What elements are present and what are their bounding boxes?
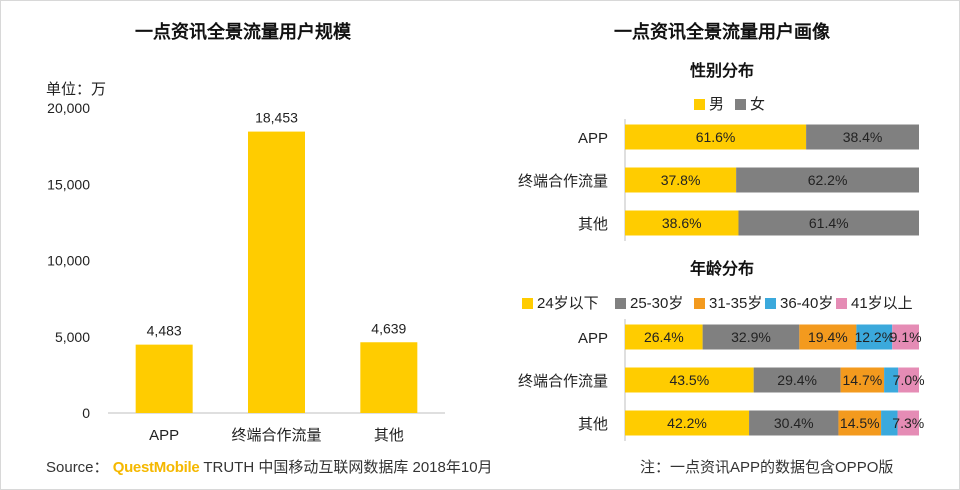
y-tick-label: 20,000 xyxy=(47,100,90,116)
segment-value-label: 61.4% xyxy=(809,215,849,231)
segment-value-label: 7.0% xyxy=(893,372,925,388)
segment-3 xyxy=(838,410,882,436)
x-category-label: 终端合作流量 xyxy=(231,427,321,444)
segment-value-label: 42.2% xyxy=(667,415,707,431)
legend-label: 男 xyxy=(709,96,724,113)
scale-bar-chart: 0 5,000 10,000 15,000 20,000 4,483 APP 18,453 终端… xyxy=(47,100,445,444)
y-tick-label: 5,000 xyxy=(55,329,90,345)
row-category-label: APP xyxy=(578,330,608,347)
segment-value-label: 7.3% xyxy=(892,415,924,431)
x-category-label: 其他 xyxy=(374,427,404,444)
unit-label: 单位：万 xyxy=(46,81,106,98)
segment-value-label: 30.4% xyxy=(774,415,814,431)
row-category-label: 其他 xyxy=(578,416,608,433)
legend-label: 24岁以下 xyxy=(537,295,599,312)
y-tick-label: 15,000 xyxy=(47,176,90,192)
legend-swatch xyxy=(615,298,626,309)
segment-value-label: 29.4% xyxy=(777,372,817,388)
legend-swatch xyxy=(765,298,776,309)
row-category-label: 终端合作流量 xyxy=(518,373,608,390)
segment-value-label: 37.8% xyxy=(661,172,701,188)
legend-swatch xyxy=(522,298,533,309)
segment-value-label: 32.9% xyxy=(731,329,771,345)
legend-label: 41岁以上 xyxy=(851,295,913,312)
source-line: Source： QuestMobile TRUTH 中国移动互联网数据库 201… xyxy=(46,456,493,477)
bar-2 xyxy=(248,131,305,414)
segment-value-label: 61.6% xyxy=(696,129,736,145)
footnote: 注：一点资讯APP的数据包含OPPO版 xyxy=(640,459,894,476)
y-tick-label: 10,000 xyxy=(47,253,90,269)
age-subtitle: 年龄分布 xyxy=(690,259,754,278)
segment-value-label: 38.6% xyxy=(662,215,702,231)
bar-value-label: 4,483 xyxy=(147,323,182,339)
legend-label: 女 xyxy=(750,95,765,113)
segment-2 xyxy=(749,410,839,436)
segment-1 xyxy=(625,210,739,236)
segment-value-label: 9.1% xyxy=(890,329,922,345)
legend-swatch xyxy=(694,298,705,309)
questmobile-brand: QuestMobile xyxy=(112,459,200,476)
segment-value-label: 19.4% xyxy=(808,329,848,345)
segment-value-label: 62.2% xyxy=(808,172,848,188)
segment-1 xyxy=(625,167,737,193)
segment-1 xyxy=(625,324,703,350)
bar-value-label: 4,639 xyxy=(371,320,406,336)
bar-value-label: 18,453 xyxy=(255,110,298,126)
legend-swatch xyxy=(694,99,705,110)
row-category-label: 其他 xyxy=(578,216,608,233)
row-category-label: APP xyxy=(578,130,608,147)
segment-value-label: 12.2% xyxy=(854,329,894,345)
segment-5 xyxy=(892,324,919,350)
segment-2 xyxy=(736,167,919,193)
segment-5 xyxy=(898,367,919,393)
source-detail: TRUTH 中国移动互联网数据库 2018年10月 xyxy=(203,459,493,476)
segment-5 xyxy=(897,410,919,436)
legend-label: 25-30岁 xyxy=(630,295,683,312)
segment-2 xyxy=(738,210,919,236)
legend-swatch xyxy=(836,298,847,309)
legend-label: 31-35岁 xyxy=(709,295,762,312)
segment-2 xyxy=(753,367,841,393)
source-prefix: Source： xyxy=(46,459,109,476)
y-tick-label: 0 xyxy=(82,405,90,421)
legend-label: 36-40岁 xyxy=(780,295,833,312)
segment-4 xyxy=(884,367,899,393)
segment-value-label: 14.7% xyxy=(843,372,883,388)
bar-3 xyxy=(360,342,418,413)
bar-1 xyxy=(135,344,193,413)
row-category-label: 终端合作流量 xyxy=(518,173,608,190)
age-stacked-chart: 24岁以下 25-30岁 31-35岁 36-40岁 41岁以上 APP 26.4% 32.9… xyxy=(518,295,925,441)
segment-value-label: 14.5% xyxy=(840,415,880,431)
segment-1 xyxy=(625,410,750,436)
legend-swatch xyxy=(735,99,746,110)
segment-value-label: 26.4% xyxy=(644,329,684,345)
gender-subtitle: 性别分布 xyxy=(690,61,754,80)
segment-value-label: 38.4% xyxy=(843,129,883,145)
segment-2 xyxy=(806,124,919,150)
segment-4 xyxy=(881,410,898,436)
segment-value-label: 43.5% xyxy=(669,372,709,388)
gender-stacked-chart: 男 女 APP 61.6% 38.4% 终端合作流量 37.8% 62.2% 其他 38.6% 61… xyxy=(518,95,919,241)
segment-1 xyxy=(625,124,807,150)
segment-3 xyxy=(840,367,885,393)
scale-chart-title: 一点资讯全景流量用户规模 xyxy=(135,21,352,42)
segment-2 xyxy=(702,324,800,350)
portrait-chart-title: 一点资讯全景流量用户画像 xyxy=(614,21,831,42)
x-category-label: APP xyxy=(149,427,179,444)
segment-4 xyxy=(856,324,893,350)
segment-3 xyxy=(799,324,857,350)
segment-1 xyxy=(625,367,754,393)
